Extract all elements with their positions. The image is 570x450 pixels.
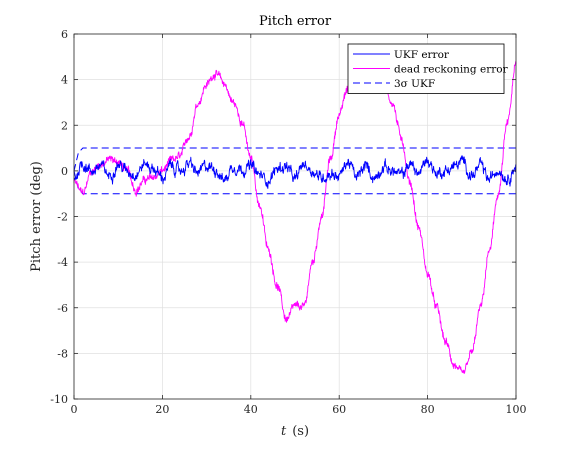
- y-tick-label: -6: [57, 302, 68, 315]
- x-axis-variable: t: [281, 424, 287, 439]
- x-axis-units: (s): [292, 424, 309, 439]
- y-tick-label: 4: [61, 74, 68, 87]
- legend-label: UKF error: [394, 49, 450, 61]
- x-tick-label: 0: [71, 403, 78, 416]
- y-tick-label: 2: [61, 119, 68, 132]
- legend-label: 3σ UKF: [394, 78, 435, 90]
- x-axis-label: t (s): [281, 424, 309, 439]
- x-tick-label: 60: [332, 403, 346, 416]
- y-tick-label: -2: [57, 211, 68, 224]
- chart-title: Pitch error: [259, 14, 332, 29]
- y-tick-label: -10: [50, 393, 68, 406]
- x-tick-label: 40: [244, 403, 258, 416]
- y-axis-label: Pitch error (deg): [29, 161, 44, 272]
- series-dead-reckoning-error-line: [73, 61, 517, 374]
- series-layer: [73, 61, 517, 374]
- series-ukf-error-line: [73, 155, 517, 189]
- y-tick-label: -4: [57, 256, 68, 269]
- legend-label: dead reckoning error: [394, 63, 509, 75]
- plot-area: 0 20 40 60 80 100 -10 -8 -6 -4 -2 0 2 4 6: [50, 28, 526, 416]
- legend: UKF error dead reckoning error 3σ UKF: [347, 43, 509, 94]
- y-tick-label: -8: [57, 347, 68, 360]
- x-tick-label: 20: [155, 403, 169, 416]
- x-tick-label: 100: [506, 403, 527, 416]
- x-tick-label: 80: [421, 403, 435, 416]
- axis-ticks: 0 20 40 60 80 100 -10 -8 -6 -4 -2 0 2 4 6: [50, 28, 526, 416]
- y-tick-label: 6: [61, 28, 68, 41]
- y-tick-label: 0: [61, 165, 68, 178]
